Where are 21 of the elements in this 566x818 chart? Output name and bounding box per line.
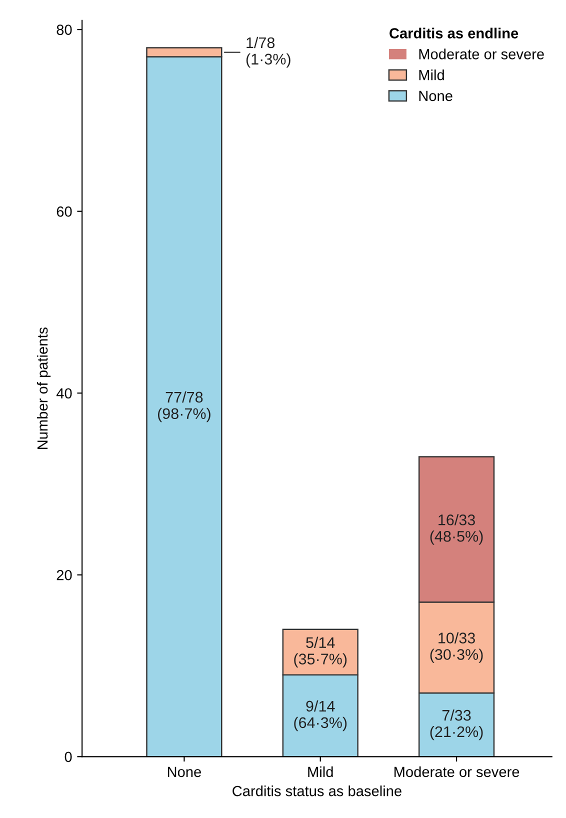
legend-label: Mild: [419, 70, 444, 80]
x-tick-label: None: [168, 766, 201, 778]
data-label: 7/33 (21·2%): [430, 709, 483, 740]
data-label: 9/14 (64·3%): [294, 700, 347, 732]
x-tick-label: Mild: [308, 766, 333, 778]
y-tick-label: 60: [56, 206, 72, 217]
data-label: 77/78 (98·7%): [158, 391, 210, 422]
data-label: 10/33 (30·3%): [430, 632, 483, 663]
y-tick-label: 40: [56, 388, 72, 399]
x-tick-label: Moderate or severe: [394, 766, 520, 778]
y-tick-label: 80: [56, 24, 72, 35]
legend-title: Carditis as endline: [390, 28, 518, 38]
x-axis-title: Carditis status as baseline: [232, 786, 402, 796]
legend-label: Moderate or severe: [419, 48, 544, 60]
data-label: 5/14 (35·7%): [294, 636, 347, 668]
y-tick-label: 0: [64, 752, 72, 762]
y-tick-label: 20: [56, 570, 72, 580]
data-label: 1/78 (1·3%): [246, 36, 290, 68]
data-label: 16/33 (48·5%): [430, 514, 483, 545]
y-axis-title: Number of patients: [36, 327, 51, 449]
legend-label: None: [419, 90, 452, 102]
